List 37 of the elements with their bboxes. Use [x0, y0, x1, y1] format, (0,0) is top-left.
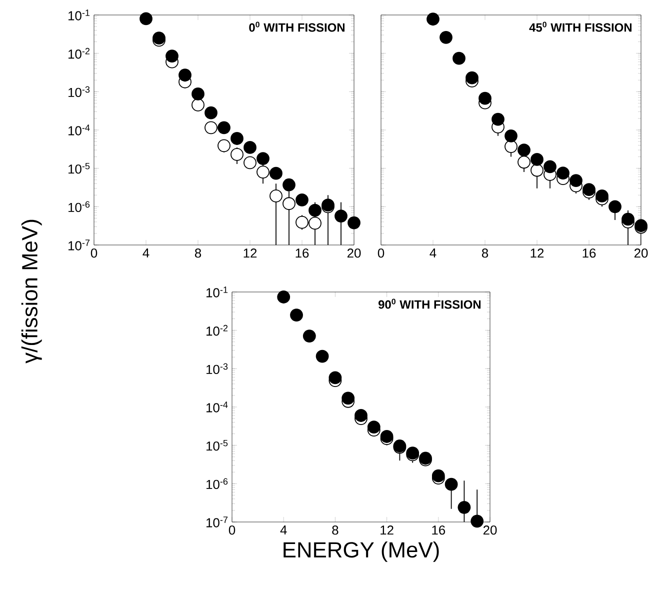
- x-tick-label: 8: [332, 526, 338, 535]
- y-tick-label: 10$^{-6}$: [68, 201, 90, 212]
- y-axis-title: γ/(fission MeV): [21, 220, 42, 364]
- y-tick-label: 10$^{-4}$: [206, 402, 228, 412]
- x-axis-title: ENERGY (MeV): [284, 542, 439, 562]
- x-tick-label: 0: [378, 248, 384, 258]
- y-tick-label: 10$^{-1}$: [68, 10, 90, 20]
- x-tick-label: 16: [296, 248, 309, 258]
- y-tick-label: 10$^{-3}$: [206, 363, 228, 374]
- y-tick-label: 10$^{-5}$: [206, 440, 228, 451]
- y-tick-label: 10$^{-2}$: [68, 48, 90, 59]
- x-tick-label: 0: [228, 526, 236, 535]
- x-tick-label: 12: [380, 526, 394, 535]
- x-tick-label: 20: [483, 526, 497, 535]
- x-tick-label: 4: [430, 248, 436, 258]
- chart-title: 0$^{0}$ WITH FISSION: [249, 22, 344, 32]
- x-tick-label: 0: [90, 248, 98, 258]
- y-tick-label: 10$^{-3}$: [68, 86, 90, 98]
- x-tick-label: 4: [142, 248, 150, 258]
- y-tick-label: 10$^{-5}$: [68, 162, 90, 174]
- x-tick-label: 20: [347, 248, 361, 258]
- x-tick-label: 4: [280, 526, 287, 534]
- y-tick-label: 10$^{-7}$: [68, 240, 90, 250]
- chart-title: 45$^{0}$ WITH FISSION: [529, 22, 632, 32]
- y-tick-label: 10$^{-2}$: [206, 324, 228, 336]
- chart-title: 90$^{0}$ WITH FISSION: [378, 298, 481, 309]
- x-tick-label: 12: [244, 248, 257, 258]
- y-tick-label: 10$^{-4}$: [68, 124, 90, 136]
- y-tick-label: 10$^{-1}$: [206, 286, 228, 298]
- x-tick-label: 12: [530, 248, 544, 258]
- x-tick-label: 8: [482, 248, 488, 258]
- x-tick-label: 20: [634, 248, 648, 258]
- x-tick-label: 8: [194, 248, 202, 258]
- x-tick-label: 16: [582, 248, 596, 258]
- y-tick-label: 10$^{-7}$: [206, 516, 228, 528]
- y-tick-label: 10$^{-6}$: [206, 478, 228, 490]
- x-tick-label: 16: [432, 526, 446, 535]
